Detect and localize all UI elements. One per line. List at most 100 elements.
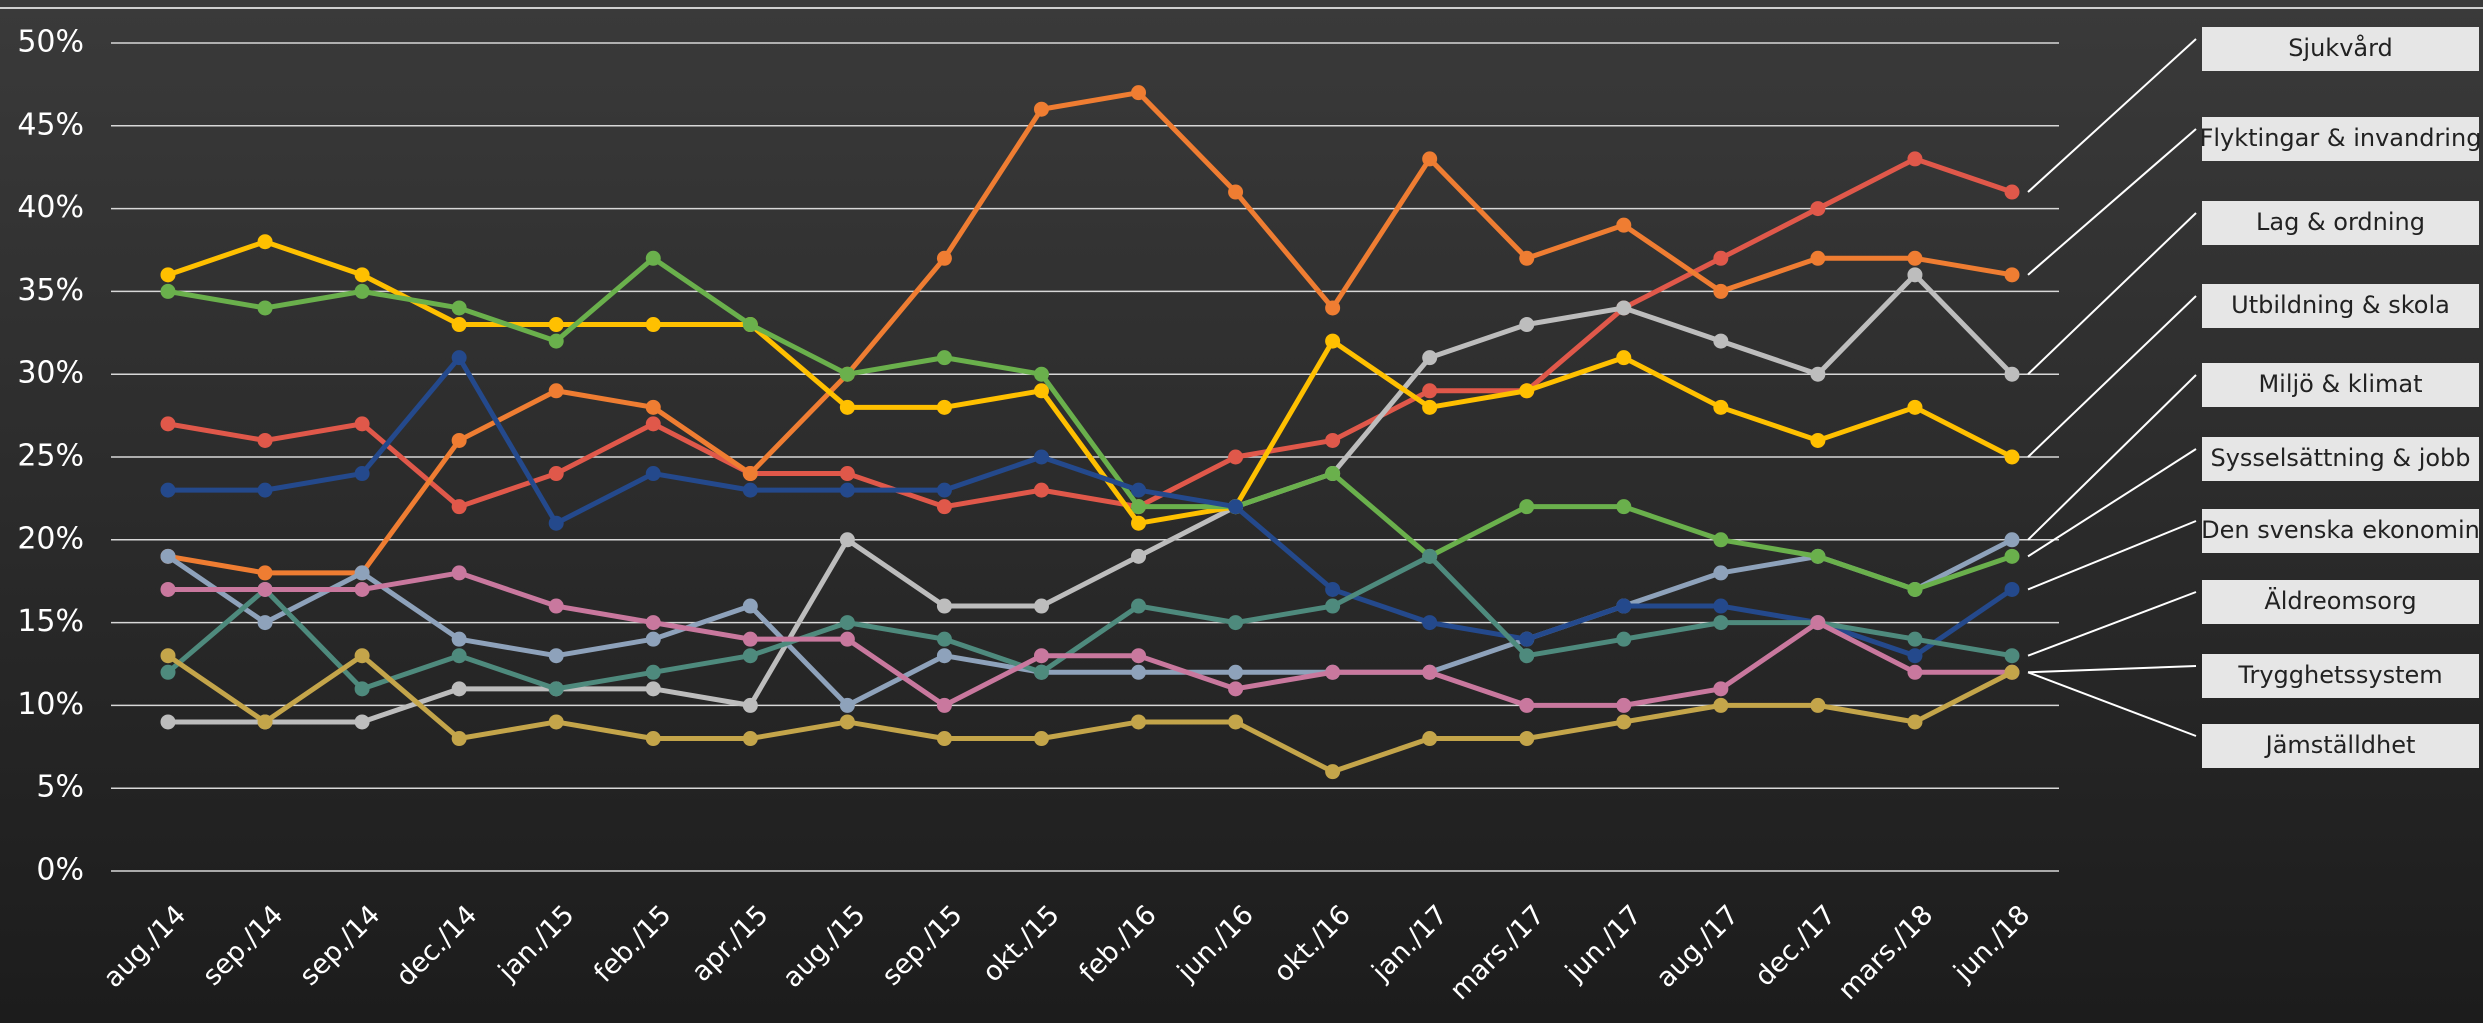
data-point	[937, 400, 952, 415]
data-point	[1519, 632, 1534, 647]
data-point	[1616, 300, 1631, 315]
data-point	[1616, 599, 1631, 614]
data-point	[743, 731, 758, 746]
data-point	[1519, 251, 1534, 266]
data-point	[1616, 632, 1631, 647]
y-tick-label: 45%	[17, 107, 84, 142]
data-point	[452, 565, 467, 580]
data-point	[646, 251, 661, 266]
data-point	[743, 698, 758, 713]
y-tick-label: 50%	[17, 25, 84, 60]
data-point	[549, 599, 564, 614]
data-point	[355, 284, 370, 299]
data-point	[1422, 383, 1437, 398]
data-point	[549, 466, 564, 481]
data-point	[646, 665, 661, 680]
data-point	[1228, 185, 1243, 200]
data-point	[1422, 615, 1437, 630]
data-point	[937, 251, 952, 266]
data-point	[1034, 102, 1049, 117]
data-point	[355, 565, 370, 580]
data-point	[840, 483, 855, 498]
data-point	[1228, 714, 1243, 729]
data-point	[452, 681, 467, 696]
data-point	[355, 267, 370, 282]
data-point	[646, 416, 661, 431]
legend-label: Sjukvård	[2288, 33, 2393, 62]
data-point	[1616, 499, 1631, 514]
data-point	[1034, 450, 1049, 465]
data-point	[258, 714, 273, 729]
data-point	[1907, 632, 1922, 647]
data-point	[1616, 218, 1631, 233]
data-point	[646, 466, 661, 481]
data-point	[355, 416, 370, 431]
data-point	[452, 433, 467, 448]
data-point	[258, 565, 273, 580]
data-point	[161, 714, 176, 729]
data-point	[355, 714, 370, 729]
data-point	[937, 483, 952, 498]
data-point	[161, 665, 176, 680]
data-point	[452, 632, 467, 647]
data-point	[549, 648, 564, 663]
data-point	[549, 383, 564, 398]
data-point	[2005, 367, 2020, 382]
y-tick-label: 5%	[36, 770, 84, 805]
data-point	[2005, 185, 2020, 200]
data-point	[1034, 367, 1049, 382]
data-point	[937, 599, 952, 614]
data-point	[258, 300, 273, 315]
data-point	[1325, 764, 1340, 779]
data-point	[1422, 151, 1437, 166]
data-point	[1907, 251, 1922, 266]
data-point	[1228, 615, 1243, 630]
data-point	[355, 648, 370, 663]
data-point	[840, 400, 855, 415]
chart: 0%5%10%15%20%25%30%35%40%45%50%aug./14se…	[0, 0, 2483, 1023]
data-point	[549, 714, 564, 729]
data-point	[646, 615, 661, 630]
data-point	[1228, 499, 1243, 514]
data-point	[161, 267, 176, 282]
data-point	[1519, 499, 1534, 514]
data-point	[840, 698, 855, 713]
data-point	[161, 284, 176, 299]
legend-label: Lag & ordning	[2256, 208, 2425, 236]
data-point	[937, 632, 952, 647]
data-point	[646, 317, 661, 332]
data-point	[1325, 300, 1340, 315]
data-point	[258, 615, 273, 630]
data-point	[1422, 350, 1437, 365]
data-point	[1228, 665, 1243, 680]
data-point	[1228, 681, 1243, 696]
data-point	[1616, 714, 1631, 729]
data-point	[1907, 267, 1922, 282]
data-point	[1034, 483, 1049, 498]
data-point	[452, 300, 467, 315]
data-point	[1616, 350, 1631, 365]
data-point	[743, 632, 758, 647]
data-point	[2005, 450, 2020, 465]
data-point	[646, 400, 661, 415]
y-tick-label: 25%	[17, 439, 84, 474]
data-point	[840, 615, 855, 630]
data-point	[2005, 532, 2020, 547]
data-point	[1131, 85, 1146, 100]
data-point	[1810, 367, 1825, 382]
data-point	[355, 466, 370, 481]
data-point	[258, 234, 273, 249]
data-point	[1422, 549, 1437, 564]
data-point	[549, 334, 564, 349]
page: {"chart_data": {"type": "line", "categor…	[0, 0, 2483, 1023]
y-tick-label: 10%	[17, 687, 84, 722]
data-point	[1325, 466, 1340, 481]
y-tick-label: 35%	[17, 273, 84, 308]
data-point	[1713, 698, 1728, 713]
legend-label: Flyktingar & invandring	[2200, 124, 2482, 152]
data-point	[1810, 615, 1825, 630]
data-point	[258, 433, 273, 448]
data-point	[1713, 284, 1728, 299]
y-tick-label: 20%	[17, 521, 84, 556]
data-point	[1325, 334, 1340, 349]
